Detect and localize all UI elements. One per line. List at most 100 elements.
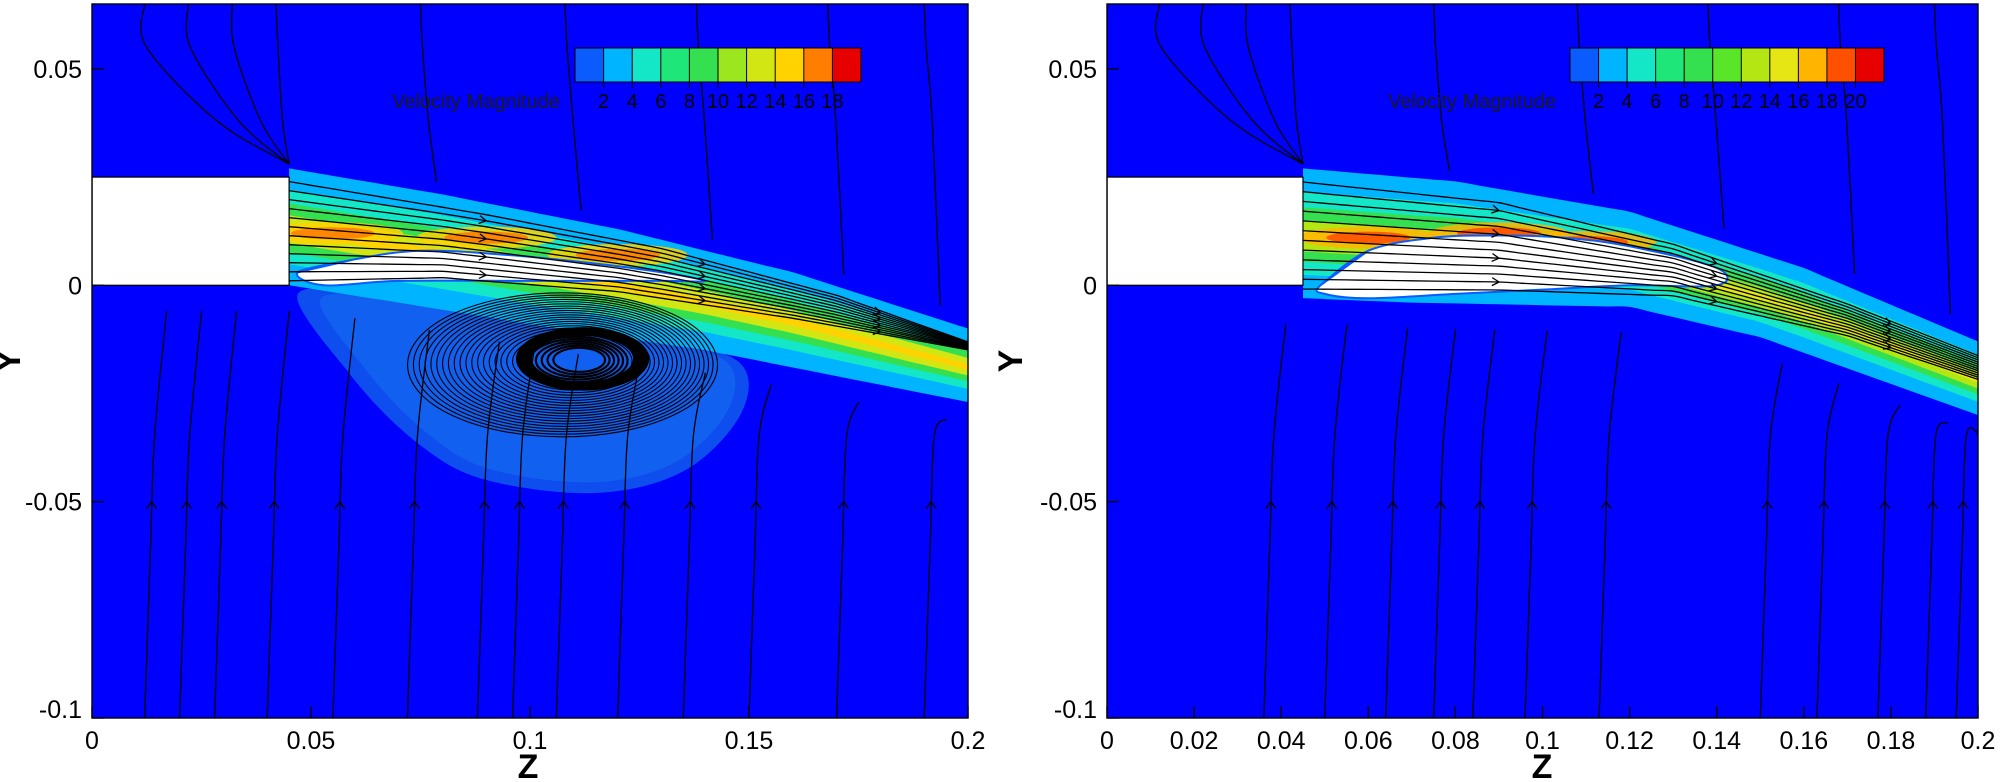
plot-frame [1106, 3, 1979, 719]
colorbar-swatch [718, 48, 748, 82]
vortex-core [528, 333, 637, 385]
colorbar-swatch [832, 48, 862, 82]
jet-streamline [1302, 200, 1978, 361]
streamline-arrow [1326, 500, 1338, 509]
vortex-streamline [453, 309, 683, 417]
vortex-streamline [534, 340, 620, 381]
vortex-streamline [494, 325, 651, 399]
vortex-streamline [436, 303, 696, 425]
vortex-streamline [418, 296, 710, 433]
vortex-streamline [424, 298, 705, 430]
left-contour-plot: 0 0.05 0.1 0.15 0.2 0.05 0 -0.05 -0.1 Velocity M… [0, 3, 985, 782]
colorbar-swatch [1598, 48, 1628, 82]
streamline-arrow [1879, 500, 1891, 509]
vortex-streamline [447, 307, 687, 420]
streamline-arrow [408, 500, 420, 509]
vortex-streamline [407, 292, 719, 438]
entrainment-streamline [1472, 329, 1496, 718]
colorbar-tick-label: 14 [1759, 91, 1781, 113]
y-tick-label: -0.05 [1040, 489, 1097, 517]
streamline-arrow [619, 500, 631, 509]
vortex-streamline [552, 346, 607, 373]
colorbar-swatch [632, 48, 662, 82]
vortex-streamline [442, 305, 692, 422]
right-y-axis-title: Y [992, 349, 1030, 372]
streamline-arrow [478, 269, 488, 280]
top-streamline [185, 4, 290, 165]
x-tick-label: 0.14 [1692, 727, 1741, 755]
right-legend-title: Velocity Magnitude [1388, 91, 1556, 113]
left-y-axis-title: Y [0, 349, 28, 372]
colorbar-tick-label: 20 [1844, 91, 1866, 113]
vortex-streamline [546, 344, 611, 376]
colorbar-swatch [660, 48, 690, 82]
plot-frame [91, 3, 969, 719]
y-tick-label: 0 [68, 272, 82, 300]
colorbar-swatch [1741, 48, 1771, 82]
jet-streamline [1302, 259, 1978, 374]
x-tick-label: 0 [1100, 727, 1114, 755]
streamline-arrow [697, 295, 707, 305]
streamline-arrow [838, 500, 850, 509]
jet-streamline [289, 235, 968, 347]
right-colorbar-legend: Velocity Magnitude 2 4 6 8 10 12 14 16 18 20 [1388, 47, 1885, 113]
jet-streamline [1302, 249, 1978, 372]
jet-streamline [1302, 191, 1978, 359]
jet-streamline [289, 277, 968, 351]
top-streamline [1432, 4, 1451, 172]
vortex-streamline [471, 316, 669, 409]
streamline-arrow [1761, 500, 1773, 509]
nozzle-block [1107, 176, 1304, 286]
left-contour-field [92, 4, 968, 718]
x-tick-label: 0.1 [1525, 727, 1560, 755]
colorbar-swatch [1684, 48, 1714, 82]
colorbar-tick-label: 4 [1622, 91, 1633, 113]
colorbar-tick-label: 8 [684, 91, 695, 113]
colorbar-swatch [1627, 48, 1657, 82]
x-tick-label: 0.1 [513, 727, 548, 755]
streamline-arrow [268, 500, 280, 509]
left-legend-title: Velocity Magnitude [392, 91, 560, 113]
jet-streamline [289, 198, 968, 344]
x-tick-label: 0.16 [1779, 727, 1828, 755]
jet-streamline [1302, 288, 1978, 381]
jet-streamline [289, 217, 968, 346]
colorbar-tick-label: 8 [1679, 91, 1690, 113]
entrainment-streamline [143, 311, 168, 718]
streamline-arrow [1491, 252, 1501, 263]
colorbar-swatch [1826, 48, 1856, 82]
streamline-arrow [478, 233, 488, 243]
entrainment-streamline [266, 311, 290, 718]
y-tick-label: -0.1 [1054, 696, 1097, 724]
right-axis-ticks: 0 0.02 0.04 0.06 0.08 0.1 0.12 0.14 0.16 0.18 0.2 0… [1040, 56, 1995, 755]
streamline-arrow [1526, 500, 1538, 509]
top-streamline [1154, 4, 1304, 165]
colorbar-tick-label: 12 [735, 91, 757, 113]
streamline-arrow [478, 500, 490, 509]
entrainment-streamline [1816, 383, 1840, 718]
contour-layers [92, 4, 968, 718]
jet-streamline [289, 270, 968, 350]
top-streamline [695, 4, 714, 240]
streamline-arrow [1708, 257, 1718, 266]
colorbar-swatch [1655, 48, 1685, 82]
streamline-arrow [750, 500, 762, 509]
top-streamline [275, 4, 290, 165]
top-streamline [564, 4, 582, 211]
streamline-arrow [1957, 500, 1969, 509]
colorbar-tick-label: 18 [1816, 91, 1838, 113]
colorbar-tick-label: 10 [707, 91, 729, 113]
colorbar-tick-label: 2 [598, 91, 609, 113]
top-streamline [1576, 4, 1594, 195]
colorbar-frame [1569, 47, 1885, 83]
top-streamline [1933, 4, 1952, 315]
x-tick-label: 0.06 [1344, 727, 1393, 755]
streamline-arrow [1387, 500, 1399, 509]
vortex-streamline [540, 342, 616, 379]
entrainment-streamline [1759, 363, 1783, 718]
colorbar-swatch [1769, 48, 1799, 82]
colorbar-swatch [603, 48, 633, 82]
entrainment-streamline [748, 384, 772, 718]
x-tick-label: 0.15 [725, 727, 774, 755]
